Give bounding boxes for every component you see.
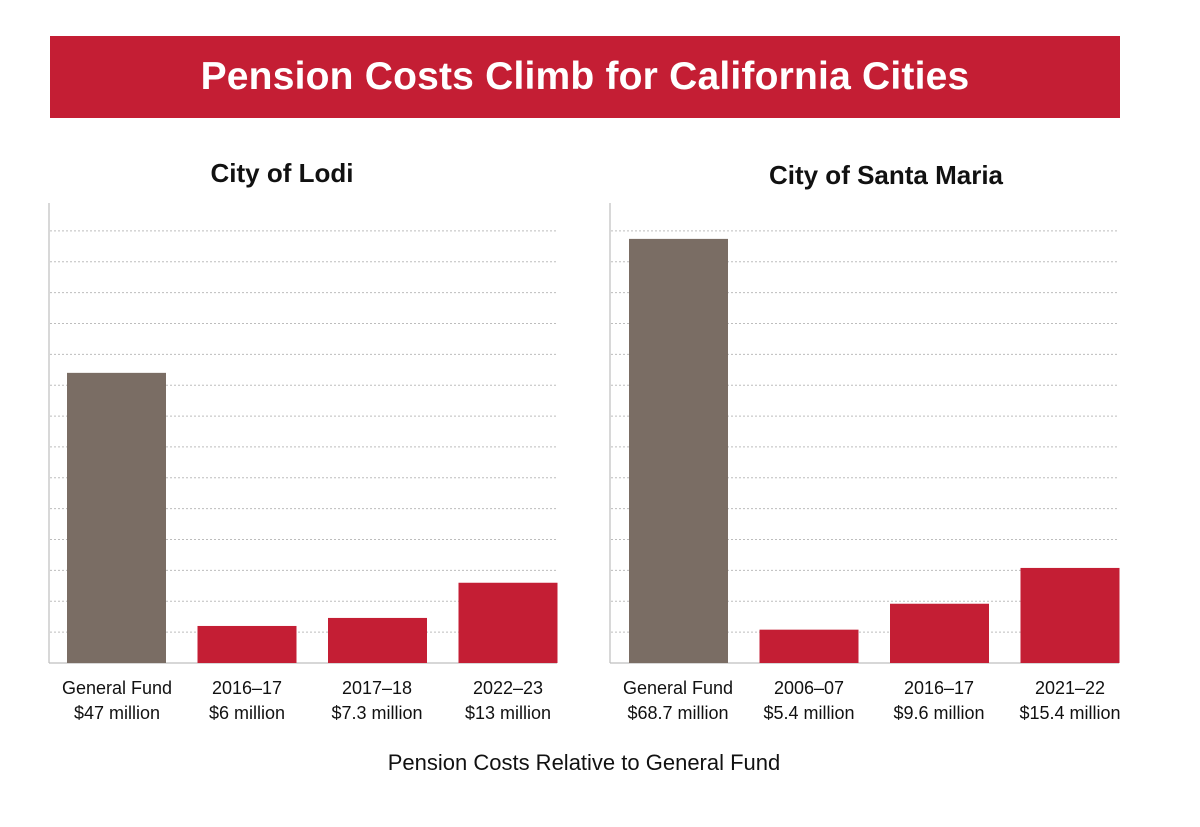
title-banner: Pension Costs Climb for California Citie…	[50, 36, 1120, 118]
category-name: 2021–22	[1034, 678, 1106, 698]
category-name: 2022–23	[472, 678, 544, 698]
category-label: 2021–22 $15.4 million	[995, 676, 1145, 726]
bar-2022-23	[458, 582, 558, 663]
category-name: 2006–07	[773, 678, 845, 698]
category-name: 2016–17	[211, 678, 283, 698]
value-label: $9.6 million	[893, 703, 985, 723]
value-label: $13 million	[464, 703, 552, 723]
value-label: $6 million	[208, 703, 286, 723]
category-label: General Fund $47 million	[42, 676, 192, 726]
category-name: General Fund	[622, 678, 734, 698]
category-name: 2016–17	[903, 678, 975, 698]
category-label: 2022–23 $13 million	[433, 676, 583, 726]
bar-general-fund	[67, 372, 166, 663]
category-label: 2016–17 $6 million	[172, 676, 322, 726]
category-name: General Fund	[61, 678, 173, 698]
value-label: $47 million	[73, 703, 161, 723]
category-label: 2017–18 $7.3 million	[302, 676, 452, 726]
category-name: 2017–18	[341, 678, 413, 698]
x-axis-caption: Pension Costs Relative to General Fund	[387, 750, 781, 775]
value-label: $7.3 million	[331, 703, 423, 723]
value-label: $68.7 million	[627, 703, 729, 723]
category-label: 2006–07 $5.4 million	[734, 676, 884, 726]
chart-title-lodi: City of Lodi	[210, 158, 354, 188]
category-label: 2016–17 $9.6 million	[864, 676, 1014, 726]
category-label: General Fund $68.7 million	[603, 676, 753, 726]
page-title: Pension Costs Climb for California Citie…	[200, 55, 970, 98]
bar-2016-17	[197, 625, 297, 663]
value-label: $5.4 million	[763, 703, 855, 723]
chart-title-santa-maria: City of Santa Maria	[768, 160, 1004, 190]
bar-2017-18	[328, 617, 427, 663]
value-label: $15.4 million	[1019, 703, 1121, 723]
